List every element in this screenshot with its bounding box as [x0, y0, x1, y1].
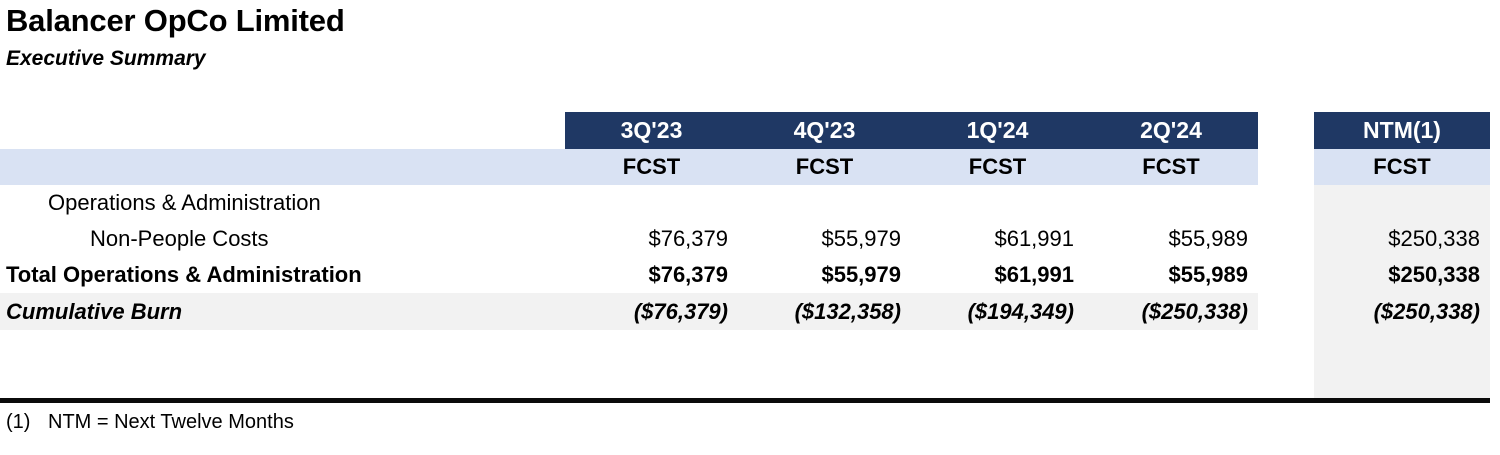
cell-non-people-2q24: $55,989 — [1168, 226, 1248, 251]
row-label-total-operations-administration: Total Operations & Administration — [6, 262, 362, 287]
page-title: Balancer OpCo Limited — [6, 3, 345, 38]
row-label-cumulative-burn: Cumulative Burn — [0, 293, 565, 330]
footnote-marker: (1) — [6, 411, 31, 433]
cell-non-people-3q23: $76,379 — [648, 226, 728, 251]
col-header-1q24: 1Q'24 — [911, 112, 1084, 149]
subheader-fcst-4q23: FCST — [738, 149, 911, 185]
footnote: (1) NTM = Next Twelve Months — [0, 403, 1500, 455]
col-header-2q24: 2Q'24 — [1084, 112, 1258, 149]
title-block: Balancer OpCo Limited Executive Summary — [0, 0, 1500, 112]
bottom-divider-line — [0, 398, 1490, 403]
cell-cumulative-4q23: ($132,358) — [738, 293, 911, 330]
cell-cumulative-1q24: ($194,349) — [911, 293, 1084, 330]
footnote-text: NTM = Next Twelve Months — [48, 411, 294, 433]
subheader-fcst-3q23: FCST — [565, 149, 738, 185]
subheader-fcst-2q24: FCST — [1084, 149, 1258, 185]
col-header-3q23: 3Q'23 — [565, 112, 738, 149]
cell-total-2q24: $55,989 — [1168, 262, 1248, 287]
cell-non-people-1q24: $61,991 — [994, 226, 1074, 251]
cell-cumulative-ntm: ($250,338) — [1373, 298, 1480, 324]
page-subtitle: Executive Summary — [6, 46, 206, 70]
col-header-ntm: NTM(1) — [1314, 112, 1490, 149]
row-label-non-people-costs: Non-People Costs — [90, 226, 269, 251]
cell-cumulative-2q24: ($250,338) — [1084, 293, 1258, 330]
cell-cumulative-3q23: ($76,379) — [565, 293, 738, 330]
summary-table: 3Q'23 4Q'23 1Q'24 2Q'24 NTM(1) FCST FCST… — [0, 112, 1500, 455]
subheader-band-label-area — [0, 149, 565, 185]
cell-non-people-ntm: $250,338 — [1388, 226, 1480, 251]
cell-total-4q23: $55,979 — [821, 262, 901, 287]
cell-total-3q23: $76,379 — [648, 262, 728, 287]
cell-total-ntm: $250,338 — [1388, 262, 1480, 287]
subheader-fcst-ntm: FCST — [1314, 149, 1490, 185]
cell-total-1q24: $61,991 — [994, 262, 1074, 287]
cell-non-people-4q23: $55,979 — [821, 226, 901, 251]
ntm-column-background — [1314, 185, 1490, 398]
subheader-fcst-1q24: FCST — [911, 149, 1084, 185]
row-label-operations-administration: Operations & Administration — [48, 190, 321, 215]
col-header-4q23: 4Q'23 — [738, 112, 911, 149]
